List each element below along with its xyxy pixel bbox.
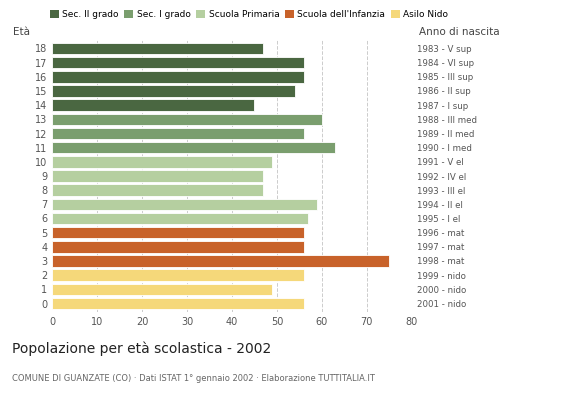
Bar <box>52 255 389 267</box>
Bar <box>52 71 304 83</box>
Bar <box>52 213 309 224</box>
Bar <box>52 198 317 210</box>
Bar <box>52 241 304 253</box>
Text: COMUNE DI GUANZATE (CO) · Dati ISTAT 1° gennaio 2002 · Elaborazione TUTTITALIA.I: COMUNE DI GUANZATE (CO) · Dati ISTAT 1° … <box>12 374 375 383</box>
Bar <box>52 184 263 196</box>
Bar <box>52 99 255 111</box>
Bar <box>52 114 322 125</box>
Text: Popolazione per età scolastica - 2002: Popolazione per età scolastica - 2002 <box>12 342 271 356</box>
Legend: Sec. II grado, Sec. I grado, Scuola Primaria, Scuola dell'Infanzia, Asilo Nido: Sec. II grado, Sec. I grado, Scuola Prim… <box>49 10 448 19</box>
Text: Anno di nascita: Anno di nascita <box>419 27 499 37</box>
Bar <box>52 142 335 154</box>
Bar <box>52 156 273 168</box>
Bar <box>52 227 304 238</box>
Bar <box>52 298 304 309</box>
Bar <box>52 43 263 54</box>
Bar <box>52 170 263 182</box>
Text: Età: Età <box>13 27 30 37</box>
Bar <box>52 128 304 139</box>
Bar <box>52 284 273 295</box>
Bar <box>52 57 304 68</box>
Bar <box>52 269 304 281</box>
Bar <box>52 85 295 97</box>
